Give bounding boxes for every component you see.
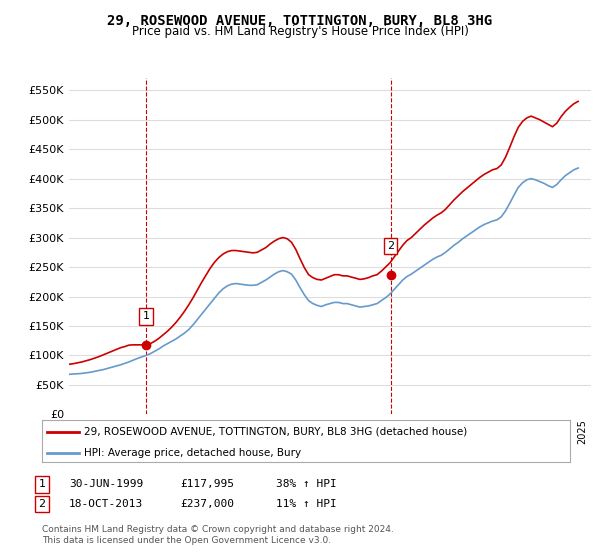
Text: Price paid vs. HM Land Registry's House Price Index (HPI): Price paid vs. HM Land Registry's House … xyxy=(131,25,469,38)
Text: 29, ROSEWOOD AVENUE, TOTTINGTON, BURY, BL8 3HG (detached house): 29, ROSEWOOD AVENUE, TOTTINGTON, BURY, B… xyxy=(84,427,467,437)
Text: 1: 1 xyxy=(143,311,149,321)
Text: 38% ↑ HPI: 38% ↑ HPI xyxy=(276,479,337,489)
Text: 1: 1 xyxy=(38,479,46,489)
Text: £117,995: £117,995 xyxy=(180,479,234,489)
Text: 29, ROSEWOOD AVENUE, TOTTINGTON, BURY, BL8 3HG: 29, ROSEWOOD AVENUE, TOTTINGTON, BURY, B… xyxy=(107,14,493,28)
Text: Contains HM Land Registry data © Crown copyright and database right 2024.
This d: Contains HM Land Registry data © Crown c… xyxy=(42,525,394,545)
Text: 18-OCT-2013: 18-OCT-2013 xyxy=(69,499,143,509)
Text: 2: 2 xyxy=(387,241,394,251)
Text: 11% ↑ HPI: 11% ↑ HPI xyxy=(276,499,337,509)
Text: £237,000: £237,000 xyxy=(180,499,234,509)
Text: 30-JUN-1999: 30-JUN-1999 xyxy=(69,479,143,489)
Text: 2: 2 xyxy=(38,499,46,509)
Text: HPI: Average price, detached house, Bury: HPI: Average price, detached house, Bury xyxy=(84,448,301,458)
